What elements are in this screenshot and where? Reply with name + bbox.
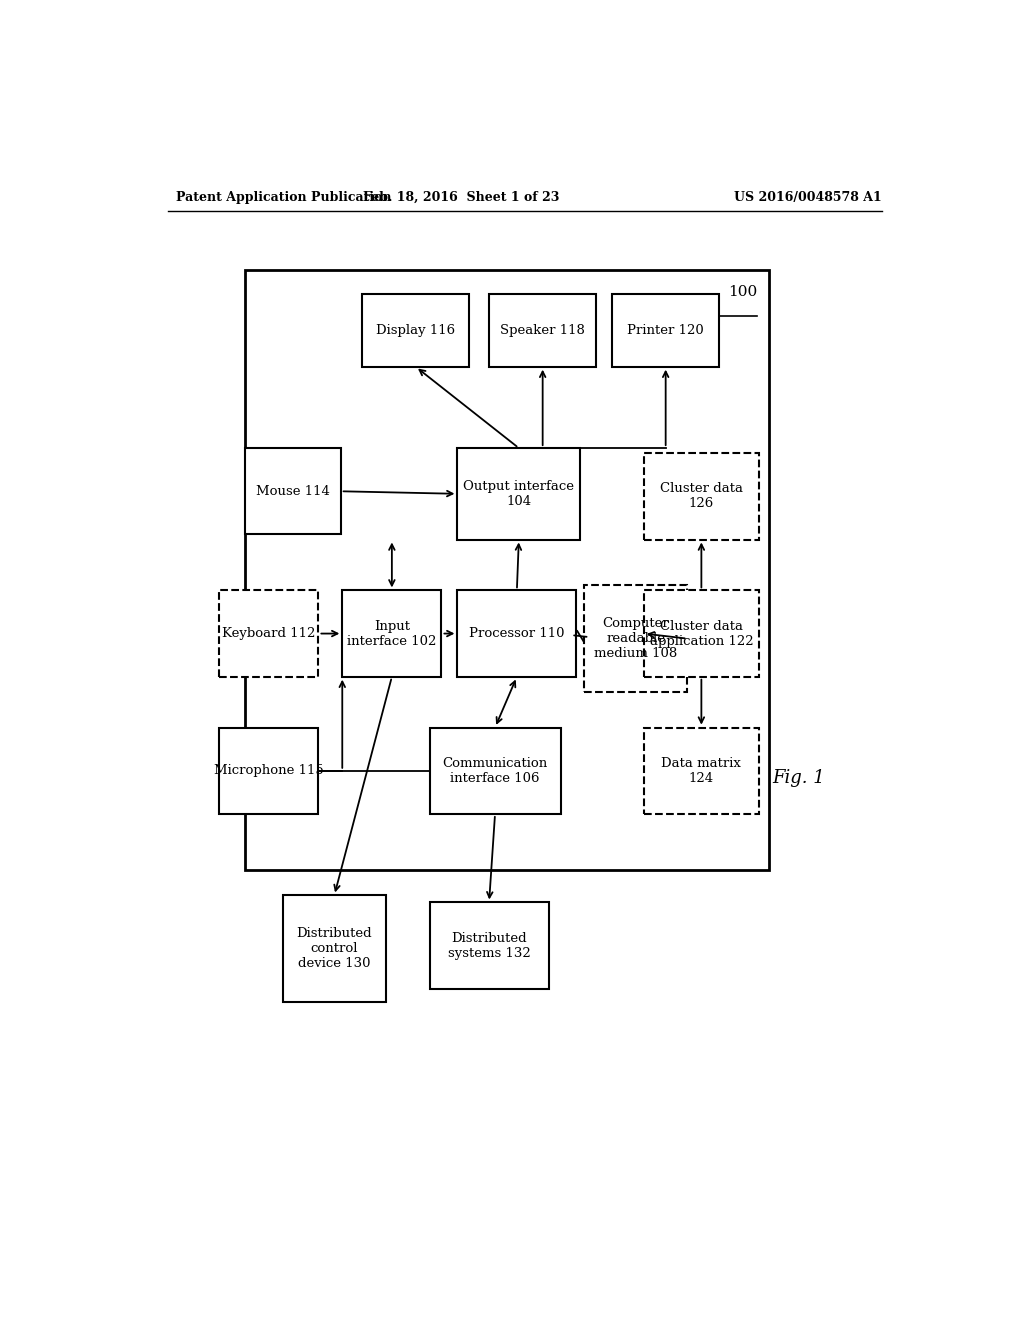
Text: Feb. 18, 2016  Sheet 1 of 23: Feb. 18, 2016 Sheet 1 of 23 xyxy=(364,190,559,203)
Text: Display 116: Display 116 xyxy=(376,323,456,337)
Text: 100: 100 xyxy=(728,285,758,300)
Text: Speaker 118: Speaker 118 xyxy=(500,323,585,337)
Text: Printer 120: Printer 120 xyxy=(628,323,705,337)
Text: Computer
readable
medium 108: Computer readable medium 108 xyxy=(594,618,678,660)
Text: Patent Application Publication: Patent Application Publication xyxy=(176,190,391,203)
Bar xyxy=(458,447,581,540)
Bar xyxy=(430,903,549,989)
Text: Distributed
control
device 130: Distributed control device 130 xyxy=(297,927,372,970)
Text: Cluster data
application 122: Cluster data application 122 xyxy=(649,619,754,648)
Bar xyxy=(458,590,577,677)
Text: Distributed
systems 132: Distributed systems 132 xyxy=(447,932,530,960)
Text: Fig. 1: Fig. 1 xyxy=(772,770,825,788)
Bar xyxy=(489,293,596,367)
Text: Communication
interface 106: Communication interface 106 xyxy=(442,756,548,785)
Bar xyxy=(219,590,318,677)
Bar xyxy=(246,447,341,535)
Bar xyxy=(585,585,687,692)
Text: Microphone 115: Microphone 115 xyxy=(214,764,324,777)
Text: US 2016/0048578 A1: US 2016/0048578 A1 xyxy=(734,190,882,203)
Text: Processor 110: Processor 110 xyxy=(469,627,564,640)
Bar xyxy=(644,590,759,677)
Bar xyxy=(644,453,759,540)
Bar xyxy=(342,590,441,677)
Bar xyxy=(430,727,560,814)
Bar xyxy=(283,895,386,1002)
Text: Mouse 114: Mouse 114 xyxy=(256,484,330,498)
Bar xyxy=(219,727,318,814)
Bar xyxy=(246,271,769,870)
Text: Data matrix
124: Data matrix 124 xyxy=(662,756,741,785)
Text: Keyboard 112: Keyboard 112 xyxy=(222,627,315,640)
Text: Cluster data
126: Cluster data 126 xyxy=(659,482,742,511)
Bar xyxy=(612,293,719,367)
Bar xyxy=(362,293,469,367)
Text: Output interface
104: Output interface 104 xyxy=(463,479,574,508)
Text: Input
interface 102: Input interface 102 xyxy=(347,619,436,648)
Bar xyxy=(644,727,759,814)
